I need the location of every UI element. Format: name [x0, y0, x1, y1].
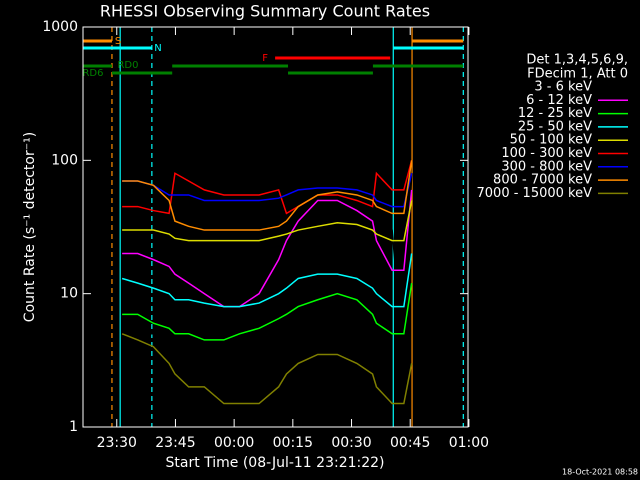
data-line	[122, 189, 413, 308]
flag-label: N	[154, 43, 161, 54]
data-line	[122, 160, 413, 215]
flag-label: RD6	[82, 68, 103, 79]
legend-label: 800 - 7000 keV	[493, 173, 592, 188]
chart-title: RHESSI Observing Summary Count Rates	[100, 2, 430, 21]
data-line	[122, 173, 413, 208]
flag-label: F	[262, 53, 268, 64]
data-line	[122, 282, 413, 341]
x-tick-label: 00:45	[390, 435, 430, 451]
footer: 18-Oct-2021 08:58	[562, 468, 638, 477]
data-line	[122, 173, 413, 365]
plot-frame	[82, 26, 469, 428]
legend-header: FDecim 1, Att 0	[527, 67, 628, 82]
x-tick-label: 01:00	[449, 435, 489, 451]
legend-label: 25 - 50 keV	[518, 119, 592, 134]
y-tick-label: 100	[51, 152, 78, 168]
legend-label: 300 - 800 keV	[501, 159, 592, 174]
x-tick-label: 00:15	[273, 435, 313, 451]
legend-label: 100 - 300 keV	[501, 146, 592, 161]
y-tick-label: 10	[60, 286, 78, 302]
legend-header: Det 1,3,4,5,6,9,	[526, 53, 628, 68]
data-line	[122, 200, 413, 242]
x-tick-label: 00:30	[331, 435, 371, 451]
legend-label: 7000 - 15000 keV	[477, 186, 593, 201]
x-tick-label: 23:30	[97, 435, 137, 451]
x-tick-label: 00:00	[214, 435, 254, 451]
legend-label: 12 - 25 keV	[518, 106, 592, 121]
flag-label: RD0	[117, 60, 138, 71]
data-line	[122, 160, 413, 231]
data-line	[121, 333, 413, 405]
legend-label: 50 - 100 keV	[510, 133, 593, 148]
flag-label: S	[115, 36, 121, 47]
data-line	[121, 253, 413, 308]
y-axis-label: Count Rate (s⁻¹ detector⁻¹)	[22, 132, 38, 322]
x-axis-label: Start Time (08-Jul-11 23:21:22)	[165, 455, 384, 471]
y-tick-label: 1000	[42, 19, 78, 35]
x-tick-label: 23:45	[155, 435, 195, 451]
y-tick-label: 1	[69, 419, 78, 435]
legend-label: 6 - 12 keV	[526, 93, 592, 108]
legend-label: 3 - 6 keV	[534, 80, 592, 95]
